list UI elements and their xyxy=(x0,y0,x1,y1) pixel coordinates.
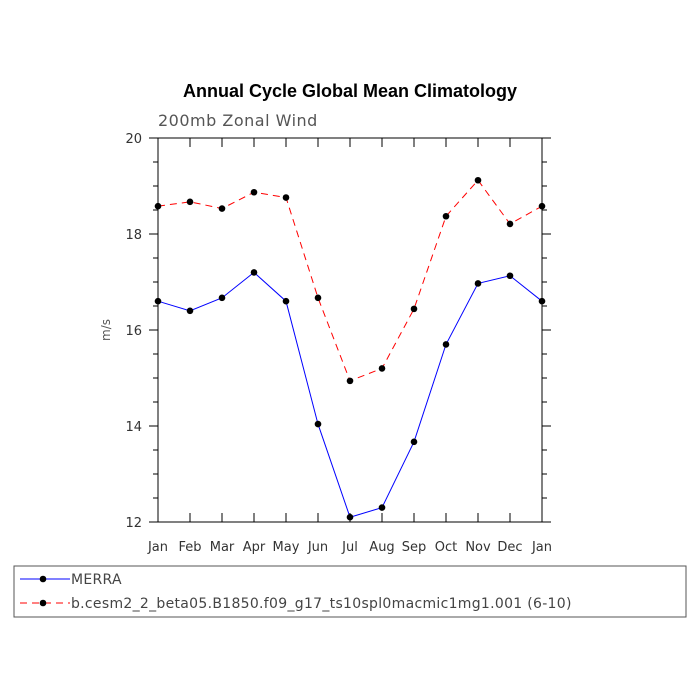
series-line-0 xyxy=(157,271,543,518)
y-tick-label: 20 xyxy=(125,132,142,147)
series-1-point xyxy=(506,220,514,228)
series-0-point xyxy=(346,513,354,521)
series-0-point xyxy=(218,294,226,302)
series-0-point xyxy=(314,420,322,428)
series-1-point xyxy=(410,305,418,313)
series-0-point xyxy=(378,504,386,511)
x-tick-label: Jul xyxy=(341,540,358,555)
series-1-point xyxy=(154,202,162,210)
x-tick-label: Jun xyxy=(307,540,328,555)
legend-marker-1 xyxy=(39,599,47,607)
y-tick-label: 14 xyxy=(125,420,142,435)
x-tick-label: Aug xyxy=(369,540,394,555)
axis-ticks xyxy=(149,137,551,523)
legend-label-0: MERRA xyxy=(71,572,122,588)
x-tick-label: Dec xyxy=(497,540,522,555)
series-1-point xyxy=(282,194,290,201)
series-line-1 xyxy=(157,179,543,382)
tick-labels: Jan Feb Mar Apr May Jun Jul Aug Sep Oct Nov Dec Jan 1… xyxy=(125,132,552,555)
series-1-point xyxy=(250,188,258,196)
series-1-point xyxy=(538,202,546,210)
series-1-point xyxy=(218,205,226,212)
series-0-point xyxy=(250,269,258,276)
series-1-point xyxy=(186,198,194,206)
legend-marker-0 xyxy=(39,575,47,583)
x-tick-label: Oct xyxy=(435,540,457,555)
y-tick-label: 16 xyxy=(125,324,142,339)
series-1-point xyxy=(314,294,322,302)
series-0-point xyxy=(538,297,546,305)
series-0-point xyxy=(282,297,290,305)
series-0-point xyxy=(154,297,162,305)
series-0-point xyxy=(442,341,450,348)
x-tick-label: Mar xyxy=(210,540,235,555)
series-0-point xyxy=(186,307,194,315)
series-0-point xyxy=(410,438,418,446)
x-tick-label: Nov xyxy=(465,540,491,555)
y-axis-label: m/s xyxy=(99,319,113,341)
series-1-point xyxy=(442,212,450,220)
legend: MERRA b.cesm2_2_beta05.B1850.f09_g17_ts10… xyxy=(20,572,572,612)
series-0-point xyxy=(506,272,514,280)
x-tick-label: Apr xyxy=(243,540,266,555)
x-tick-label: Sep xyxy=(402,540,427,555)
series-1-point xyxy=(378,365,386,372)
x-tick-label: Jan xyxy=(147,540,168,555)
series-layer xyxy=(154,176,546,521)
x-tick-label: Jan xyxy=(531,540,552,555)
y-tick-label: 18 xyxy=(125,228,142,243)
y-tick-label: 12 xyxy=(125,516,142,531)
chart-subtitle: 200mb Zonal Wind xyxy=(158,111,318,130)
series-1-point xyxy=(474,176,482,184)
legend-label-1: b.cesm2_2_beta05.B1850.f09_g17_ts10spl0m… xyxy=(71,596,572,612)
legend-box xyxy=(13,565,687,618)
series-1-point xyxy=(346,377,354,385)
plot-frame xyxy=(157,137,543,523)
x-tick-label: Feb xyxy=(178,540,201,555)
x-tick-label: May xyxy=(273,540,300,555)
series-0-point xyxy=(474,280,482,287)
chart-title: Annual Cycle Global Mean Climatology xyxy=(183,81,517,101)
